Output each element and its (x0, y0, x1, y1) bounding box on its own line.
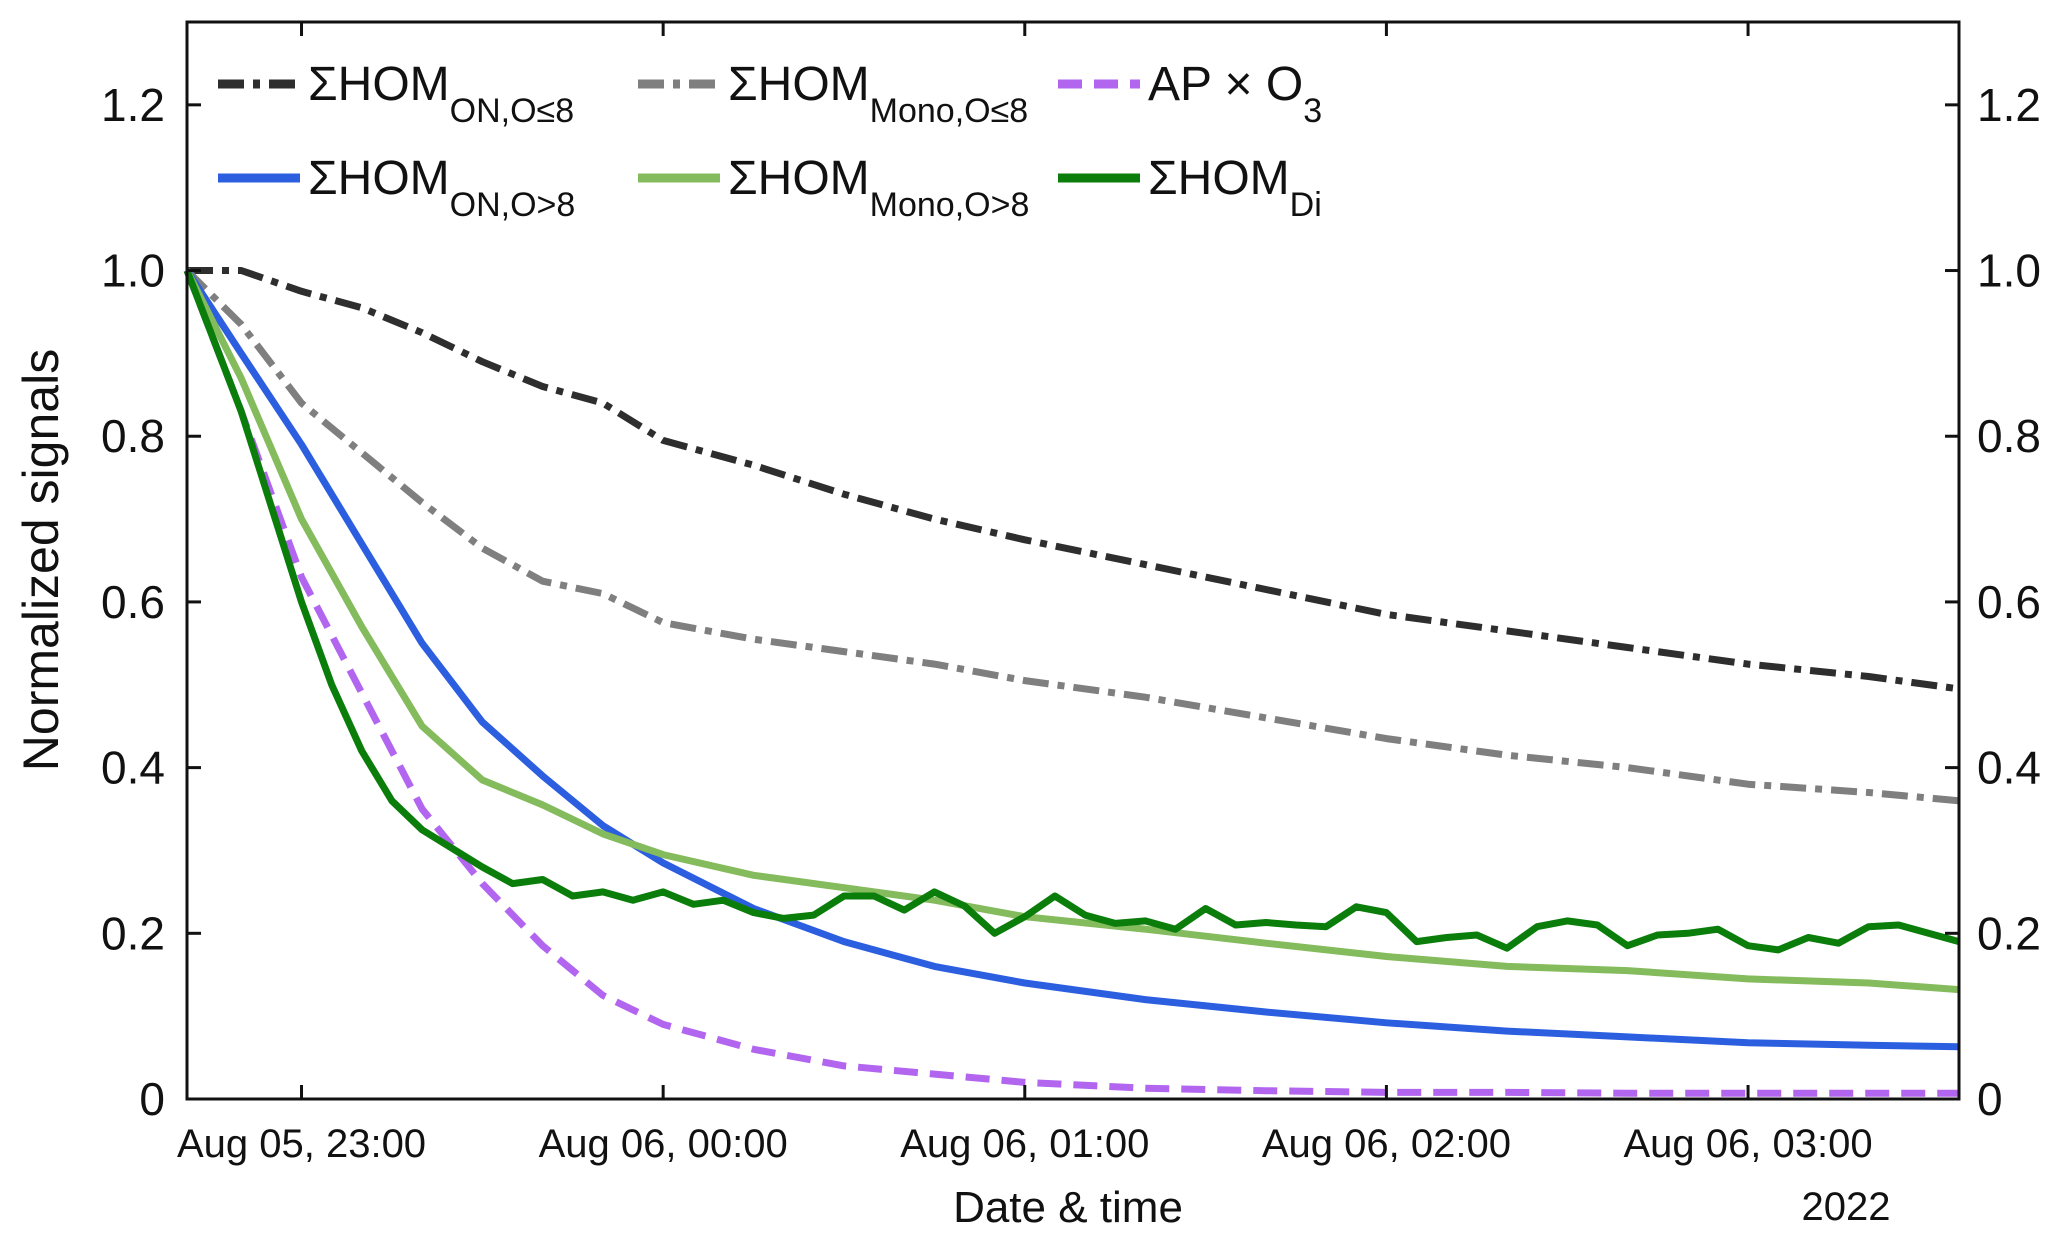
legend-label-apo3: AP × O3 (1148, 58, 1322, 130)
x-tick-label: Aug 06, 00:00 (539, 1122, 788, 1166)
x-axis-title: Date & time (953, 1183, 1183, 1232)
y-tick-label-right: 0.2 (1977, 907, 2041, 959)
plot-frame (185, 20, 1961, 1101)
year-label: 2022 (1802, 1185, 1891, 1229)
y-tick-label-left: 1.2 (101, 79, 165, 131)
y-tick-label-left: 0.8 (101, 410, 165, 462)
series-line-on_gt8 (184, 268, 1960, 1051)
y-tick-label-right: 1.2 (1977, 79, 2041, 131)
y-tick-label-left: 1.0 (101, 245, 165, 297)
y-tick-label-right: 0 (1977, 1073, 2003, 1125)
y-tick-label-left: 0.4 (101, 742, 165, 794)
y-axis-title: Normalized signals (13, 349, 69, 771)
y-tick-label-left: 0 (139, 1073, 165, 1125)
x-tick-label: Aug 06, 01:00 (900, 1122, 1149, 1166)
y-tick-label-right: 0.6 (1977, 576, 2041, 628)
legend-label-mono_gt8: ΣHOMMono,O>8 (728, 152, 1029, 224)
series-line-di (183, 269, 1960, 954)
series-layer (183, 267, 1960, 1097)
series-line-mono_le8 (184, 268, 1960, 805)
series-line-mono_gt8 (183, 268, 1960, 994)
legend-label-on_le8: ΣHOMON,O≤8 (308, 58, 574, 130)
legend: ΣHOMON,O≤8 ΣHOMMono,O≤8 AP × O3 ΣHOMON,O>8 Σ… (218, 58, 1322, 224)
legend-label-on_gt8: ΣHOMON,O>8 (308, 152, 575, 224)
series-line-apo3 (183, 269, 1959, 1097)
series-line-on_le8 (187, 267, 1960, 693)
x-tick-label: Aug 06, 02:00 (1262, 1122, 1511, 1166)
ticks-layer: 0 0 0.2 0.2 0.4 0.4 0.6 0.6 0.8 0.8 1.0 1.0 1.2 1.2 Au… (101, 22, 2041, 1166)
y-tick-label-right: 1.0 (1977, 245, 2041, 297)
y-tick-label-right: 0.8 (1977, 410, 2041, 462)
legend-label-mono_le8: ΣHOMMono,O≤8 (728, 58, 1028, 130)
y-tick-label-left: 0.2 (101, 907, 165, 959)
y-tick-label-right: 0.4 (1977, 742, 2041, 794)
y-tick-label-left: 0.6 (101, 576, 165, 628)
x-tick-label: Aug 05, 23:00 (177, 1122, 426, 1166)
x-tick-label: Aug 06, 03:00 (1623, 1122, 1872, 1166)
legend-label-di: ΣHOMDi (1148, 152, 1322, 224)
